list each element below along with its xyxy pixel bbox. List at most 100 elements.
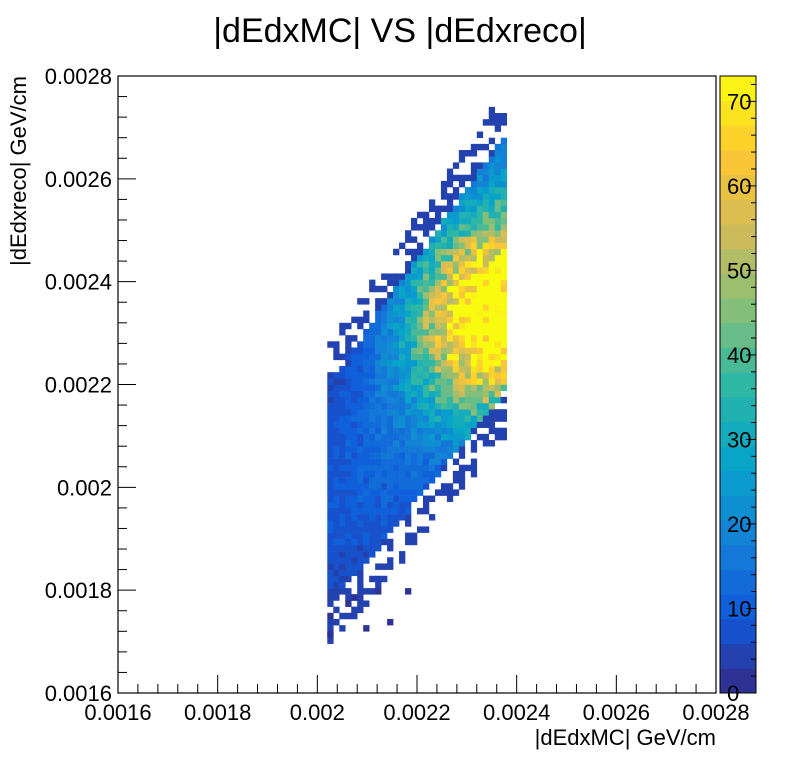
heatmap-cell bbox=[417, 470, 424, 478]
heatmap-cell bbox=[339, 378, 346, 385]
heatmap-cell bbox=[375, 310, 382, 317]
heatmap-cell bbox=[363, 372, 370, 379]
heatmap-cell bbox=[494, 113, 502, 120]
heatmap-cell bbox=[381, 359, 388, 367]
heatmap-cell bbox=[327, 544, 334, 552]
heatmap-cell bbox=[440, 291, 448, 299]
heatmap-cell bbox=[327, 421, 334, 428]
heatmap-cell bbox=[428, 254, 436, 262]
heatmap-cell bbox=[375, 415, 382, 422]
heatmap-cell bbox=[417, 242, 424, 250]
heatmap-cell bbox=[440, 365, 448, 373]
heatmap-cell bbox=[434, 403, 442, 410]
heatmap-cell bbox=[411, 403, 418, 410]
heatmap-cell bbox=[327, 464, 334, 472]
heatmap-cell bbox=[417, 489, 424, 496]
heatmap-cell bbox=[500, 378, 507, 385]
heatmap-cell bbox=[428, 477, 436, 484]
heatmap-cell bbox=[476, 180, 484, 188]
heatmap-cell bbox=[375, 365, 382, 373]
heatmap-cell bbox=[452, 446, 460, 453]
y-tick-label: 0.0026 bbox=[45, 167, 112, 192]
heatmap-cell bbox=[393, 384, 400, 391]
heatmap-cell bbox=[399, 452, 406, 459]
heatmap-cell bbox=[411, 298, 418, 305]
heatmap-cell bbox=[393, 396, 400, 404]
heatmap-cell bbox=[488, 316, 496, 324]
heatmap-cell bbox=[452, 378, 460, 385]
heatmap-cell bbox=[422, 285, 430, 293]
heatmap-cell bbox=[434, 452, 442, 459]
heatmap-cell bbox=[476, 403, 484, 410]
heatmap-cell bbox=[405, 298, 412, 305]
heatmap-cell bbox=[411, 378, 418, 385]
heatmap-cell bbox=[393, 310, 400, 317]
heatmap-cell bbox=[476, 304, 484, 311]
heatmap-cell bbox=[363, 446, 370, 453]
heatmap-cell bbox=[470, 236, 478, 243]
heatmap-cell bbox=[375, 544, 382, 552]
heatmap-cell bbox=[452, 427, 460, 435]
heatmap-cell bbox=[494, 341, 502, 348]
heatmap-cell bbox=[500, 193, 507, 200]
heatmap-cell bbox=[405, 390, 412, 398]
heatmap-cell bbox=[488, 174, 496, 182]
heatmap-cell bbox=[339, 625, 346, 632]
heatmap-cell bbox=[488, 372, 496, 379]
heatmap-cell bbox=[405, 458, 412, 466]
heatmap-cell bbox=[345, 359, 352, 367]
heatmap-cell bbox=[440, 217, 448, 225]
heatmap-cell bbox=[381, 495, 388, 503]
heatmap-cell bbox=[476, 421, 484, 428]
heatmap-cell bbox=[464, 236, 472, 243]
heatmap-cell bbox=[458, 291, 466, 299]
heatmap-cell bbox=[434, 421, 442, 428]
heatmap-cell bbox=[363, 544, 370, 552]
heatmap-cell bbox=[458, 421, 466, 428]
heatmap-cell bbox=[428, 224, 436, 231]
heatmap-cell bbox=[452, 409, 460, 416]
heatmap-cell bbox=[393, 353, 400, 361]
heatmap-cell bbox=[375, 477, 382, 484]
heatmap-cell bbox=[369, 440, 376, 447]
heatmap-cell bbox=[405, 341, 412, 348]
heatmap-cell bbox=[387, 440, 394, 447]
heatmap-cell bbox=[327, 557, 334, 564]
heatmap-cell bbox=[488, 409, 496, 416]
heatmap-cell bbox=[345, 433, 352, 441]
colorbar-tick-label: 60 bbox=[727, 174, 751, 199]
heatmap-cell bbox=[405, 359, 412, 367]
heatmap-cell bbox=[446, 403, 454, 410]
heatmap-cell bbox=[345, 353, 352, 361]
heatmap-cell bbox=[339, 427, 346, 435]
heatmap-cell bbox=[405, 291, 412, 299]
heatmap-cell bbox=[417, 440, 424, 447]
heatmap-cell bbox=[345, 396, 352, 404]
heatmap-cell bbox=[351, 514, 358, 521]
heatmap-cell bbox=[417, 477, 424, 484]
heatmap-cell bbox=[446, 446, 454, 453]
heatmap-cell bbox=[470, 384, 478, 391]
heatmap-cell bbox=[440, 396, 448, 404]
heatmap-cell bbox=[345, 557, 352, 564]
heatmap-cell bbox=[446, 236, 454, 243]
heatmap-cell bbox=[381, 353, 388, 361]
heatmap-cell bbox=[339, 452, 346, 459]
heatmap-cell bbox=[422, 347, 430, 354]
heatmap-cell bbox=[458, 365, 466, 373]
heatmap-cell bbox=[482, 440, 490, 447]
heatmap-cell bbox=[464, 390, 472, 398]
heatmap-cell bbox=[500, 353, 507, 361]
heatmap-cell bbox=[327, 520, 334, 527]
heatmap-cell bbox=[446, 489, 454, 496]
heatmap-cell bbox=[428, 298, 436, 305]
heatmap-cell bbox=[375, 403, 382, 410]
colorbar-tick-label: 0 bbox=[727, 681, 739, 706]
heatmap-cell bbox=[387, 544, 394, 552]
heatmap-cell bbox=[327, 403, 334, 410]
heatmap-cell bbox=[405, 421, 412, 428]
heatmap-cell bbox=[333, 551, 340, 558]
heatmap-cell bbox=[482, 279, 490, 287]
heatmap-cell bbox=[339, 557, 346, 564]
x-axis: 0.0016 0.0018 0.002 0.0022 0.0024 0.0026 0.002… bbox=[84, 675, 750, 725]
